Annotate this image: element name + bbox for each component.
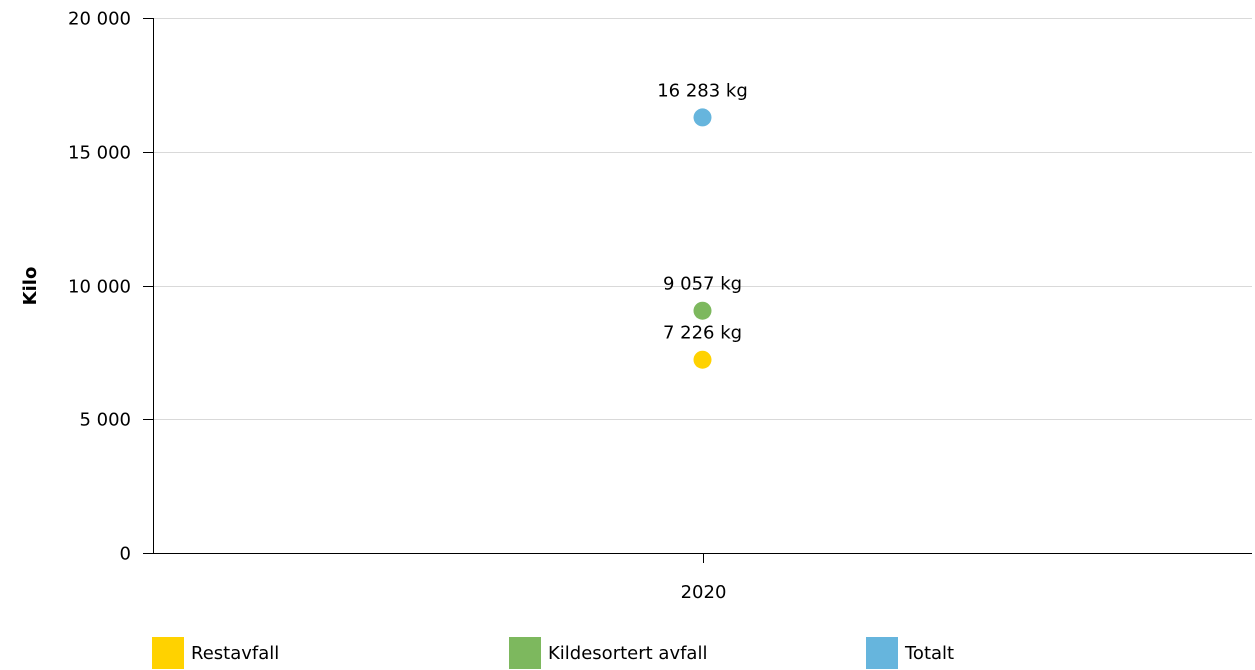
legend-item-kildesortert-avfall[interactable]: Kildesortert avfall: [509, 637, 707, 669]
chart: 0 5 000 10 000 15 000 20 000 2020 7 226 kg 9 0…: [20, 9, 1252, 603]
data-point: [693, 301, 712, 320]
gridlines: [153, 18, 1252, 420]
y-tick-label: 0: [120, 544, 131, 565]
y-tick-label: 5 000: [79, 410, 131, 431]
data-point: [693, 350, 712, 369]
y-axis-title: Kilo: [20, 267, 41, 306]
legend-swatch-kildesortert-avfall: [509, 637, 541, 669]
axes: 0 5 000 10 000 15 000 20 000 2020: [68, 9, 1252, 603]
data-label: 7 226 kg: [663, 323, 742, 344]
y-tick-label: 20 000: [68, 9, 131, 30]
legend-label-restavfall: Restavfall: [191, 642, 280, 664]
y-tick-label: 15 000: [68, 143, 131, 164]
data-points: 7 226 kg 9 057 kg 16 283 kg: [657, 80, 748, 369]
legend-swatch-restavfall: [152, 637, 184, 669]
legend: Restavfall Kildesortert avfall Totalt: [152, 637, 1252, 669]
y-tick-label: 10 000: [68, 277, 131, 298]
data-point: [693, 108, 712, 127]
data-label: 16 283 kg: [657, 80, 748, 101]
legend-item-totalt[interactable]: Totalt: [866, 637, 954, 669]
legend-label-totalt: Totalt: [905, 642, 955, 664]
legend-swatch-totalt: [866, 637, 898, 669]
legend-label-kildesortert-avfall: Kildesortert avfall: [548, 642, 708, 664]
data-label: 9 057 kg: [663, 274, 742, 295]
legend-item-restavfall[interactable]: Restavfall: [152, 637, 279, 669]
x-tick-label: 2020: [681, 582, 727, 603]
